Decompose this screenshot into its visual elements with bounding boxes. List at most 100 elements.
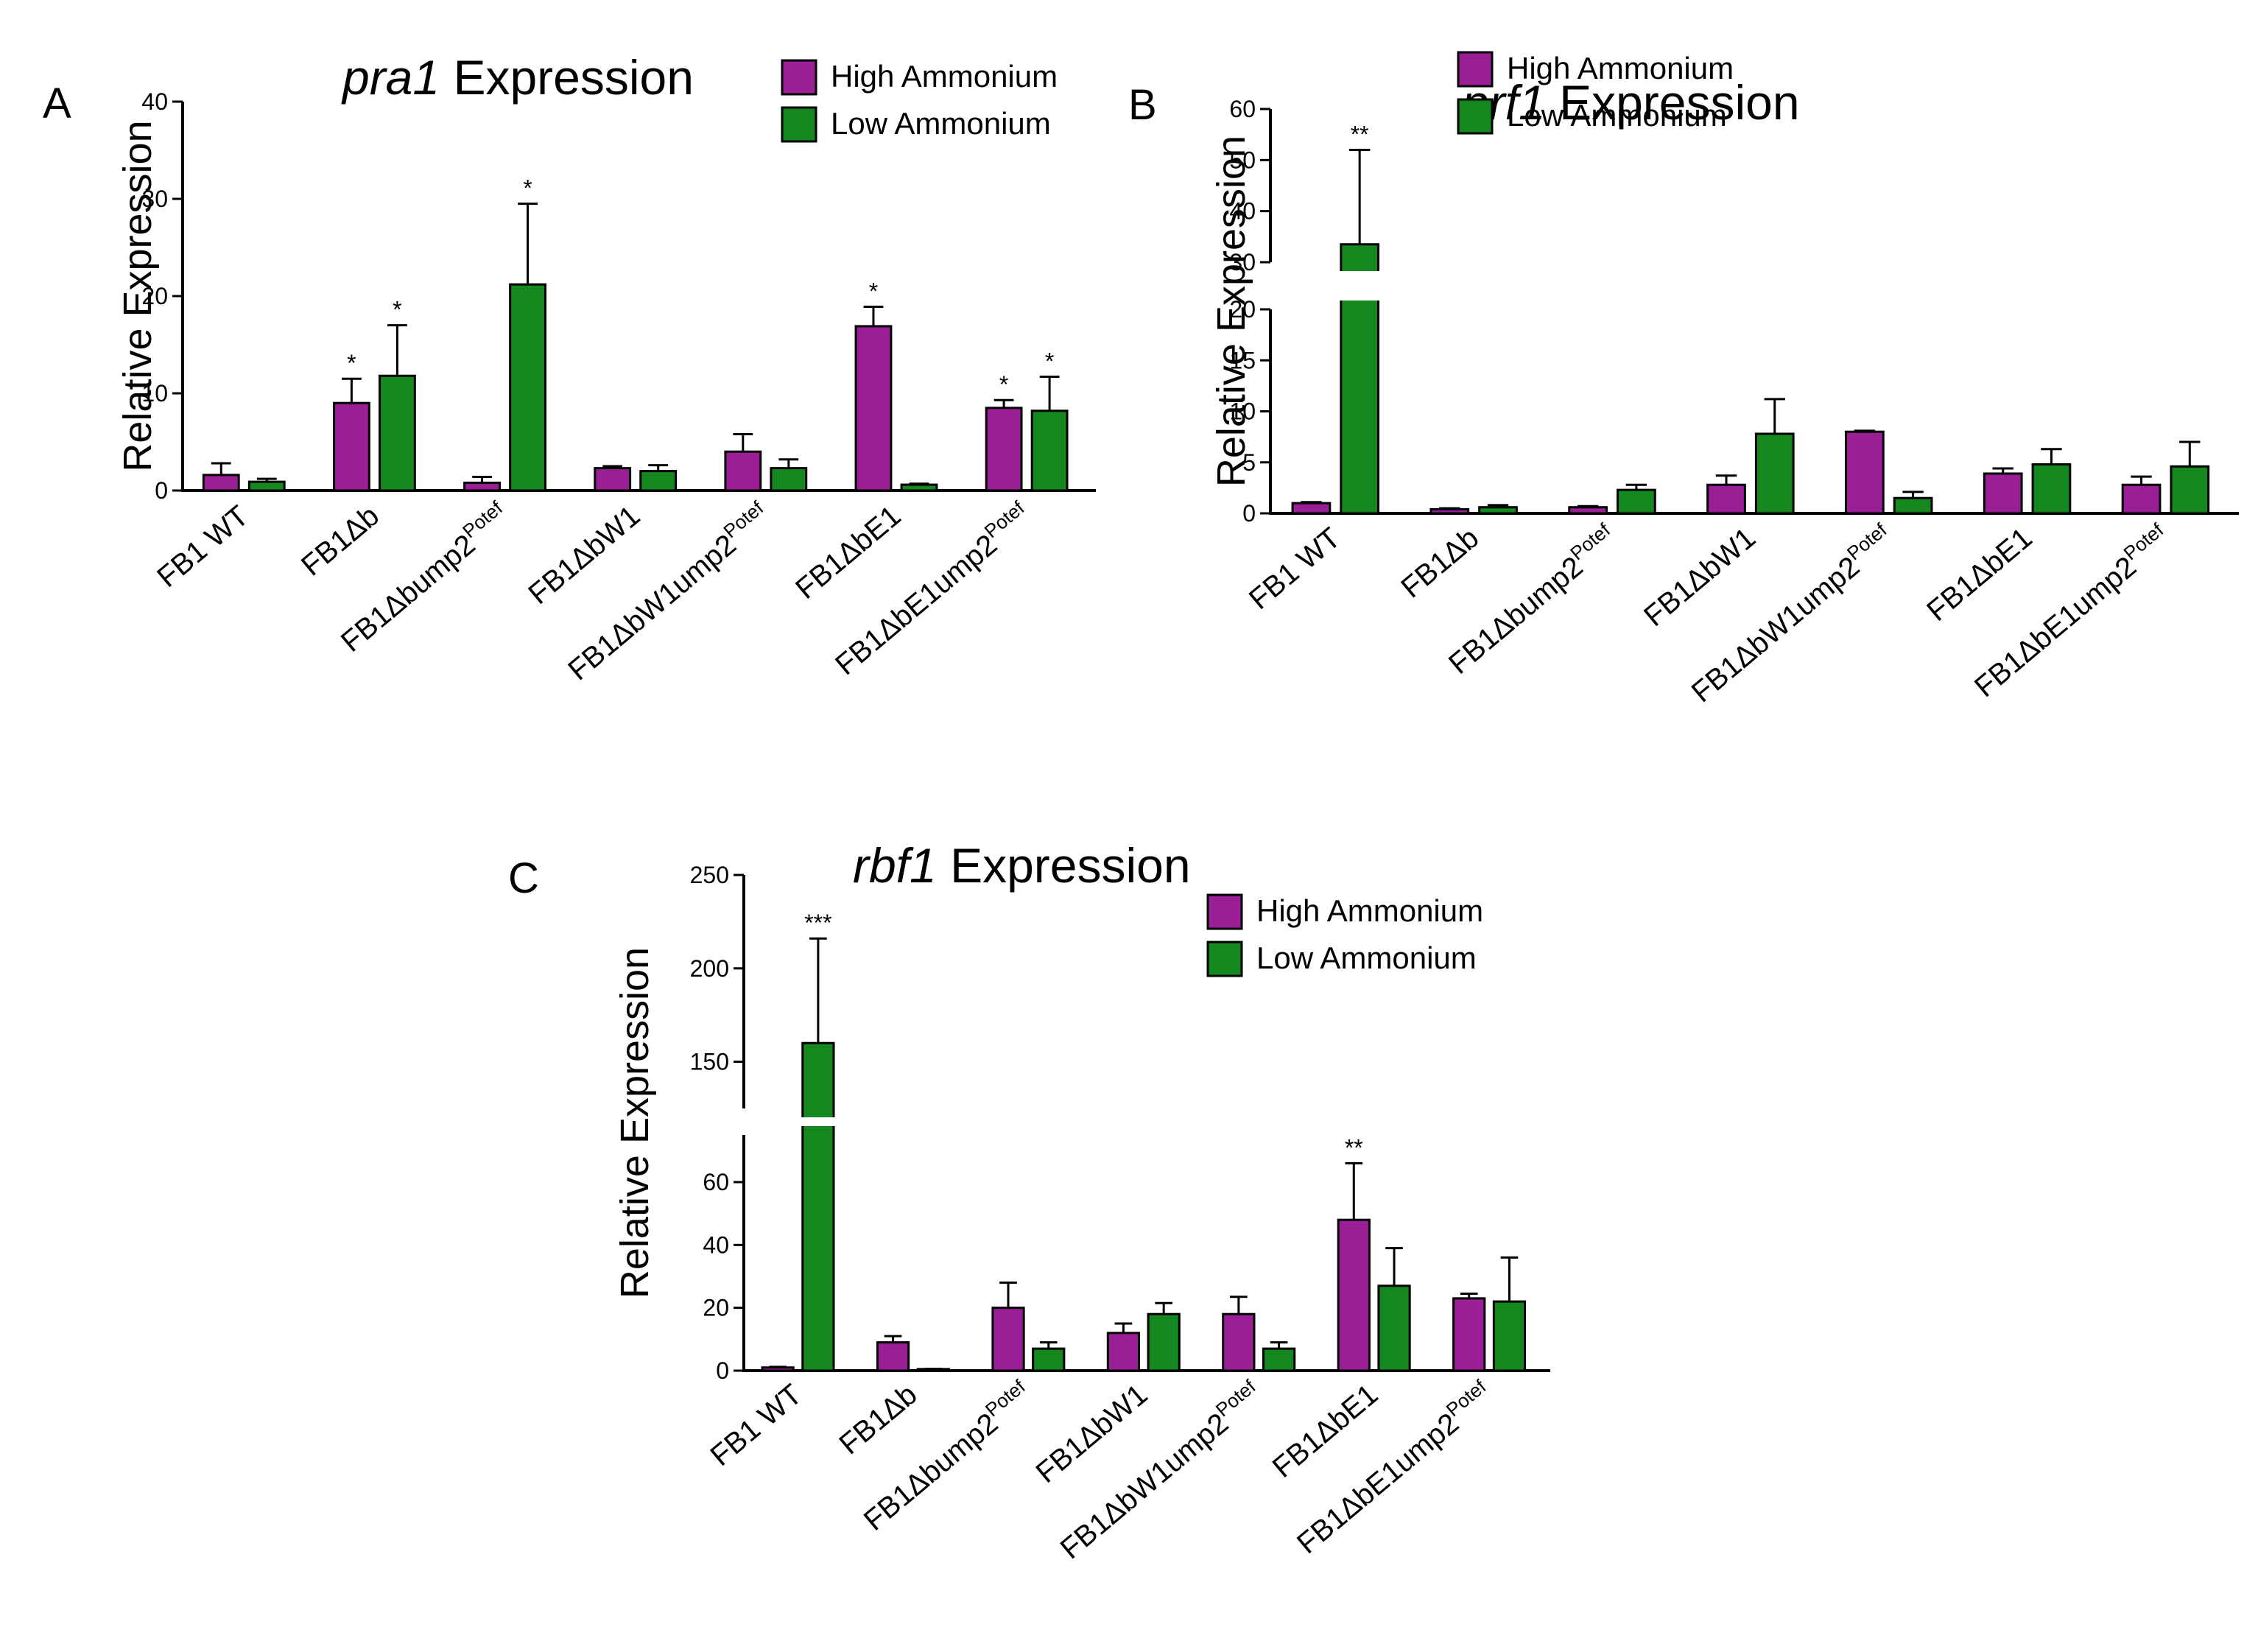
legend-swatch-c-high	[1206, 893, 1243, 930]
y-tick-label-b-7: 50	[1229, 147, 1256, 173]
y-tick-label-a-0: 0	[155, 477, 168, 504]
y-tick-label-c-4: 150	[690, 1049, 729, 1075]
bar-a-high-2	[463, 481, 501, 492]
significance-b-1-0: **	[1351, 121, 1369, 147]
x-tick-base-a-0: FB1 WT	[151, 499, 255, 594]
bar-a-low-6	[1030, 410, 1069, 492]
chart-title-rest-b: Expression	[1546, 75, 1800, 130]
bar-b-high-0	[1291, 502, 1332, 515]
y-tick-label-a-3: 30	[141, 186, 168, 212]
x-tick-base-b-0: FB1 WT	[1243, 521, 1347, 616]
bar-a-low-5	[900, 483, 938, 492]
y-tick-label-a-1: 10	[141, 380, 168, 407]
bar-c-high-3	[1106, 1332, 1141, 1372]
legend-label-b-low: Low Ammonium	[1507, 98, 1727, 133]
y-tick-label-b-1: 5	[1242, 449, 1256, 476]
y-tick-label-a-4: 40	[141, 88, 168, 115]
y-axis-label-b: Relative Expression	[1209, 136, 1253, 487]
bar-c-low-3	[1147, 1312, 1181, 1372]
bar-break-b-0	[1338, 271, 1381, 300]
y-tick-label-b-0: 0	[1242, 500, 1256, 527]
bar-b-high-1	[1429, 507, 1470, 515]
bar-b-high-4	[1844, 430, 1885, 515]
x-tick-base-c-1: FB1Δb	[834, 1378, 924, 1461]
legend-swatch-a-low	[781, 106, 817, 143]
legend-label-c-low: Low Ammonium	[1256, 941, 1477, 975]
x-tick-label-c-1: FB1Δb	[834, 1378, 924, 1461]
bar-b-low-2	[1617, 488, 1656, 515]
bar-b-high-5	[1983, 472, 2023, 515]
y-tick-label-b-5: 30	[1229, 249, 1256, 275]
legend-swatch-a-high	[781, 59, 817, 96]
chart-title-rest-a: Expression	[440, 50, 694, 105]
y-tick-label-b-3: 15	[1229, 347, 1256, 373]
x-tick-label-c-6: FB1ΔbE1ump2Potef	[1289, 1375, 1499, 1560]
x-tick-label-a-4: FB1ΔbW1ump2Potef	[560, 496, 777, 687]
bar-b-low-1	[1478, 506, 1518, 515]
x-tick-label-b-5: FB1ΔbE1	[1921, 521, 2038, 628]
significance-a-1-2: *	[523, 175, 532, 202]
chart-title-rest-c: Expression	[937, 838, 1191, 893]
bar-b-high-2	[1568, 506, 1608, 515]
bar-c-high-5	[1337, 1218, 1371, 1372]
bar-c-low-4	[1262, 1347, 1296, 1372]
y-tick-label-b-2: 10	[1229, 398, 1256, 425]
y-axis-label-a: Relative Expression	[116, 120, 160, 471]
y-tick-label-b-6: 40	[1229, 198, 1256, 225]
x-tick-base-b-5: FB1ΔbE1	[1921, 521, 2038, 628]
bar-a-low-3	[639, 470, 678, 492]
legend-swatch-b-high	[1457, 51, 1494, 88]
bar-c-high-2	[991, 1307, 1025, 1372]
y-tick-label-c-3: 60	[703, 1169, 729, 1195]
legend-label-c-high: High Ammonium	[1256, 893, 1483, 928]
bar-a-low-4	[770, 467, 808, 492]
bar-c-low-0	[801, 1041, 835, 1372]
y-tick-label-a-2: 20	[141, 283, 168, 309]
x-tick-label-a-3: FB1ΔbW1	[522, 499, 646, 611]
y-axis-label-c: Relative Expression	[613, 947, 657, 1298]
y-tick-label-c-2: 40	[703, 1231, 729, 1258]
legend-label-a-high: High Ammonium	[831, 59, 1058, 94]
bar-a-high-0	[202, 474, 240, 492]
axis-break-gap-c	[739, 1111, 750, 1132]
panel-letter-a: A	[43, 80, 71, 127]
y-tick-label-b-8: 60	[1229, 96, 1256, 122]
panel-letter-b: B	[1128, 81, 1157, 129]
x-tick-label-c-5: FB1ΔbE1	[1267, 1378, 1384, 1484]
x-tick-label-b-1: FB1Δb	[1395, 521, 1485, 604]
significance-c-1-0: ***	[804, 910, 831, 936]
x-tick-label-c-4: FB1ΔbW1ump2Potef	[1052, 1375, 1270, 1566]
bar-a-low-0	[247, 480, 286, 492]
x-tick-base-b-1: FB1Δb	[1395, 521, 1485, 604]
y-tick-label-c-6: 250	[690, 862, 729, 888]
legend-swatch-b-low	[1457, 98, 1494, 135]
bar-b-low-3	[1754, 432, 1795, 515]
significance-a-0-5: *	[869, 278, 878, 305]
bar-b-low-4	[1893, 496, 1933, 515]
x-tick-label-b-3: FB1ΔbW1	[1638, 521, 1762, 633]
x-tick-base-a-1: FB1Δb	[295, 499, 385, 582]
bar-a-low-1	[378, 374, 416, 492]
significance-a-1-6: *	[1045, 348, 1054, 375]
legend-label-a-low: Low Ammonium	[831, 106, 1051, 141]
legend-swatch-c-low	[1206, 941, 1243, 977]
x-tick-base-b-3: FB1ΔbW1	[1638, 521, 1762, 633]
bar-c-low-2	[1032, 1347, 1066, 1372]
y-tick-label-c-5: 200	[690, 955, 729, 982]
x-tick-label-a-5: FB1ΔbE1	[789, 499, 907, 605]
bar-a-high-1	[332, 401, 370, 492]
x-tick-label-a-1: FB1Δb	[295, 499, 385, 582]
bar-b-high-3	[1706, 483, 1746, 515]
bar-a-high-5	[854, 325, 893, 492]
bar-b-low-6	[2170, 465, 2210, 515]
bar-b-low-5	[2031, 463, 2072, 515]
chart-title-gene-c: rbf1	[853, 838, 937, 893]
significance-c-0-5: **	[1345, 1134, 1363, 1161]
bar-c-low-5	[1377, 1284, 1411, 1372]
chart-title-a: pra1 Expression	[341, 50, 694, 105]
y-tick-label-b-4: 20	[1229, 296, 1256, 323]
y-tick-label-c-0: 0	[716, 1357, 729, 1384]
